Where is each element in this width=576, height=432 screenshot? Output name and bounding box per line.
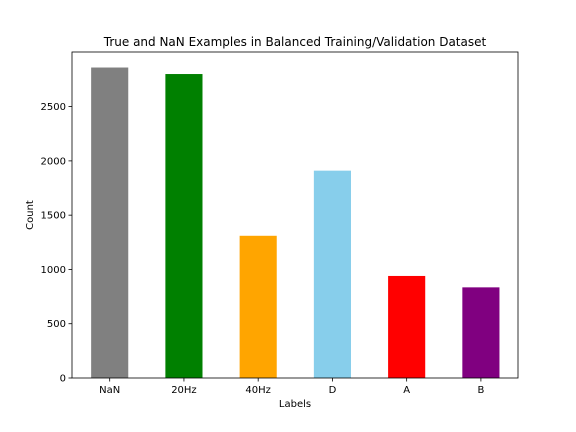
y-tick-label: 2000 xyxy=(41,156,66,167)
bar-40hz xyxy=(239,235,277,378)
chart-title: True and NaN Examples in Balanced Traini… xyxy=(103,35,487,49)
x-tick-label: B xyxy=(477,385,484,396)
bar-a xyxy=(388,275,426,378)
x-tick-label: A xyxy=(403,385,410,396)
y-axis-label: Count xyxy=(25,200,36,230)
plot-frame xyxy=(71,51,519,379)
bar-b xyxy=(462,287,500,378)
x-axis-ticks: NaN 20Hz 40Hz D A B xyxy=(99,378,484,396)
y-tick-label: 2500 xyxy=(41,102,66,113)
bar-nan xyxy=(91,67,129,379)
bar-d xyxy=(313,170,351,378)
bars-group xyxy=(91,67,500,379)
y-tick-label: 1000 xyxy=(41,265,66,276)
x-tick-label: 40Hz xyxy=(245,385,271,396)
y-tick-label: 0 xyxy=(60,374,66,385)
x-tick-label: NaN xyxy=(99,385,120,396)
x-tick-label: D xyxy=(329,385,337,396)
x-axis-label: Labels xyxy=(279,399,311,410)
y-axis-ticks: 0 500 1000 1500 2000 2500 xyxy=(41,102,72,385)
bar-20hz xyxy=(165,74,203,378)
y-tick-label: 500 xyxy=(47,319,66,330)
y-tick-label: 1500 xyxy=(41,211,66,222)
x-tick-label: 20Hz xyxy=(171,385,197,396)
